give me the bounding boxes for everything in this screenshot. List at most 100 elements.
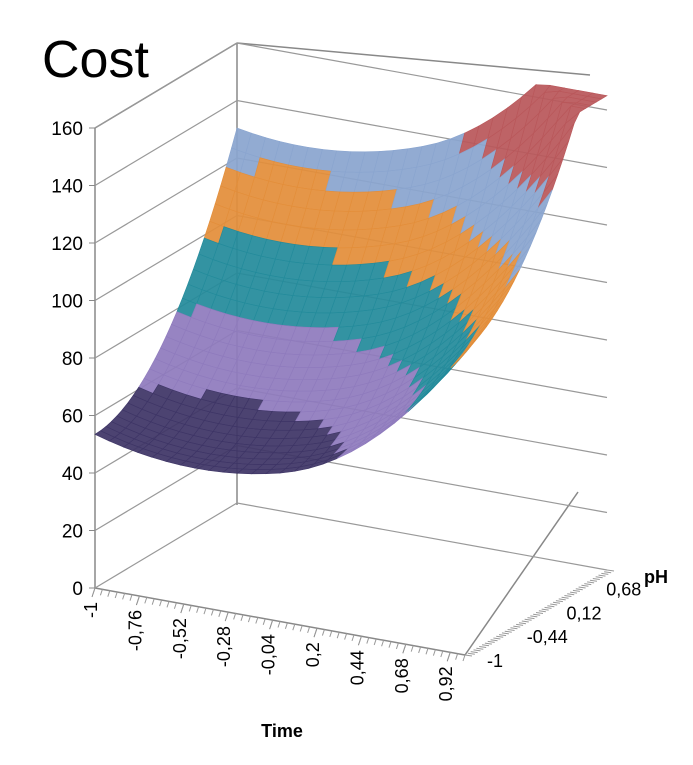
y-minor-tick xyxy=(598,574,606,577)
y-minor-tick xyxy=(470,651,478,654)
x-minor-tick xyxy=(366,637,370,644)
y-axis-label: pH xyxy=(644,567,668,587)
x-minor-tick xyxy=(247,615,251,623)
x-minor-tick xyxy=(151,598,155,605)
y-minor-tick xyxy=(530,615,538,618)
x-minor-tick xyxy=(329,630,333,638)
x-minor-tick xyxy=(159,599,163,607)
z-tick-label: 0 xyxy=(72,579,83,600)
x-minor-tick xyxy=(240,614,244,621)
y-minor-tick xyxy=(507,629,515,631)
x-tick-labels: -1 -0,76 -0,52 -0,28 -0,04 0,2 0,44 0,68 0,92 xyxy=(81,587,466,701)
x-tick-label: 0,44 xyxy=(347,650,367,685)
x-minor-tick xyxy=(462,654,466,662)
z-tick-labels: 0 20 40 60 80 100 120 140 160 xyxy=(51,119,83,600)
y-minor-tick xyxy=(524,618,532,621)
y-minor-tick xyxy=(567,593,575,596)
x-minor-tick xyxy=(181,603,185,611)
x-minor-tick xyxy=(144,597,148,604)
x-tick-label: -0,52 xyxy=(170,618,190,659)
x-tick-label: 0,2 xyxy=(303,642,323,667)
y-minor-tick xyxy=(541,608,549,611)
x-minor-tick xyxy=(403,644,407,651)
gridline-z xyxy=(94,42,608,129)
x-tick-label: -1 xyxy=(81,602,101,618)
y-minor-tick xyxy=(606,569,615,572)
x-minor-tick xyxy=(447,652,451,659)
y-minor-tick xyxy=(487,640,495,643)
x-minor-tick xyxy=(129,594,133,601)
x-minor-tick xyxy=(299,625,303,632)
y-tick-label: 0,68 xyxy=(606,580,641,600)
x-minor-tick xyxy=(388,641,392,648)
y-minor-tick xyxy=(467,652,475,655)
back-top-edge xyxy=(236,42,591,76)
y-minor-tick xyxy=(479,646,487,648)
x-minor-tick xyxy=(99,589,103,596)
y-minor-tick xyxy=(504,630,512,633)
x-minor-tick xyxy=(307,626,311,634)
x-minor-tick xyxy=(358,636,362,643)
y-tick-label: -1 xyxy=(487,651,503,671)
x-minor-tick xyxy=(351,634,355,642)
y-minor-tick xyxy=(570,591,578,594)
x-minor-tick xyxy=(188,605,192,612)
x-tick-label: 0,92 xyxy=(436,666,456,701)
y-minor-tick xyxy=(581,584,589,587)
gridline-z xyxy=(94,502,608,589)
y-minor-tick xyxy=(510,627,518,630)
y-minor-tick xyxy=(481,644,490,647)
y-minor-tick xyxy=(550,603,558,606)
y-minor-tick xyxy=(595,576,603,579)
x-axis-label: Time xyxy=(261,721,303,741)
x-minor-tick xyxy=(344,633,348,640)
y-minor-tick xyxy=(564,595,572,597)
y-tick-labels: -1 -0,44 0,120,68 xyxy=(464,569,641,671)
x-minor-tick xyxy=(210,609,214,616)
x-minor-tick xyxy=(410,645,414,652)
x-minor-tick xyxy=(107,590,111,597)
y-minor-tick xyxy=(555,600,563,603)
y-minor-tick xyxy=(484,642,492,645)
y-tick-label: 0,12 xyxy=(567,603,602,623)
y-minor-tick xyxy=(490,639,498,642)
y-minor-tick xyxy=(589,579,598,582)
x-minor-tick xyxy=(196,606,200,613)
x-minor-tick xyxy=(225,611,229,619)
x-tick-label: 0,68 xyxy=(392,658,412,693)
x-tick-label: -0,04 xyxy=(259,634,279,675)
z-tick-label: 120 xyxy=(51,234,83,255)
y-minor-tick xyxy=(518,622,527,625)
x-minor-tick xyxy=(336,632,340,639)
y-minor-tick xyxy=(496,635,504,638)
x-minor-tick xyxy=(432,649,436,656)
y-minor-tick xyxy=(493,637,501,640)
x-minor-tick xyxy=(136,595,140,603)
z-tick-label: 160 xyxy=(51,119,83,140)
x-minor-tick xyxy=(233,613,237,620)
z-tick-label: 20 xyxy=(62,522,83,543)
y-minor-tick xyxy=(575,588,583,591)
y-minor-tick xyxy=(604,571,612,574)
y-minor-tick xyxy=(572,589,580,592)
x-minor-tick xyxy=(381,640,385,647)
y-minor-tick xyxy=(513,625,521,628)
x-minor-tick xyxy=(277,621,281,628)
x-minor-tick xyxy=(373,638,377,646)
surface-patch xyxy=(450,345,471,369)
y-minor-tick xyxy=(535,612,544,614)
surface xyxy=(94,83,608,475)
y-tick-label: -0,44 xyxy=(527,627,568,647)
y-minor-tick xyxy=(538,610,546,613)
y-minor-tick xyxy=(533,613,541,616)
y-minor-tick xyxy=(544,606,552,609)
y-minor-tick xyxy=(473,649,481,652)
z-tick-label: 60 xyxy=(62,407,83,428)
x-minor-tick xyxy=(395,642,399,650)
x-minor-tick xyxy=(255,617,259,624)
x-minor-tick xyxy=(203,607,207,615)
z-tick-label: 80 xyxy=(62,349,83,370)
chart-title: Cost xyxy=(42,31,149,89)
x-minor-tick xyxy=(455,653,459,660)
